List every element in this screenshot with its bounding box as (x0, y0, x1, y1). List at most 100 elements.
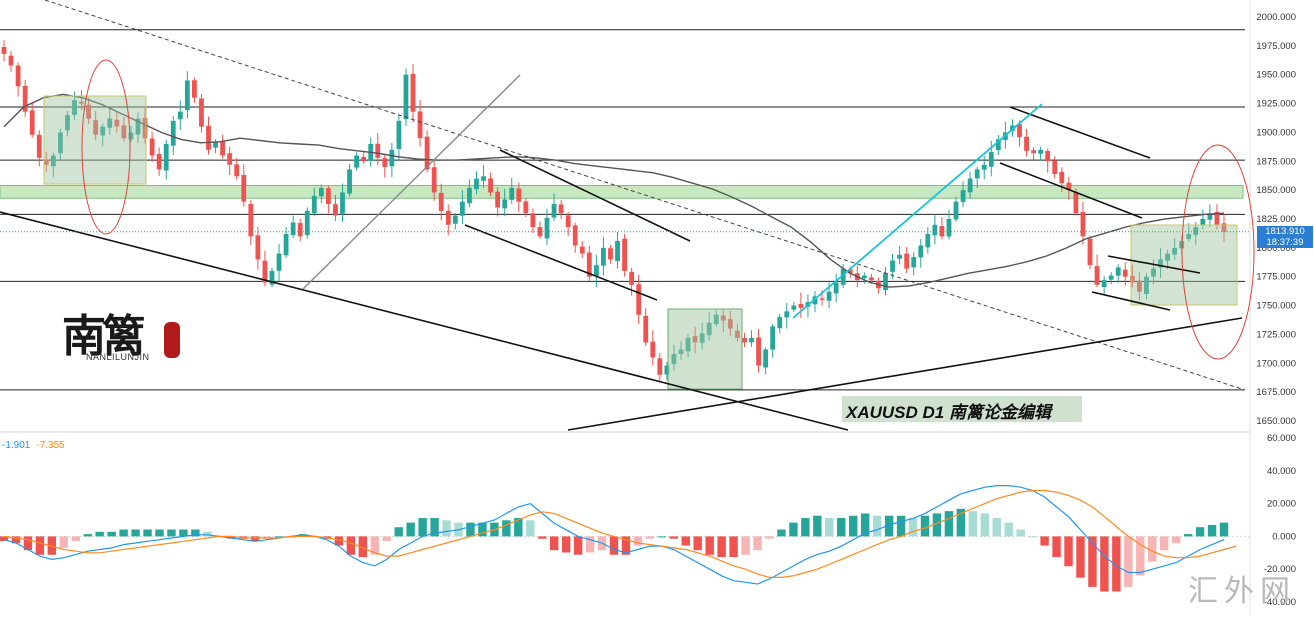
macd-histogram-bar (1016, 529, 1025, 537)
candle-body (403, 74, 409, 120)
macd-histogram-bar (1004, 522, 1013, 537)
highlight-ellipse (81, 59, 131, 235)
macd-histogram-bar (1148, 536, 1157, 562)
logo: 南篱 NANLILUNJIN (58, 300, 188, 380)
candle-body (389, 149, 395, 167)
candle-body (135, 118, 141, 135)
macd-histogram-bar (71, 536, 80, 541)
price-tick-label: 1825.000 (1256, 214, 1296, 225)
candle-body (1080, 212, 1086, 237)
candle-body (749, 337, 754, 343)
candle-body (340, 192, 345, 214)
candle-body (1045, 150, 1051, 162)
candle-body (890, 260, 895, 272)
macd-histogram-bar (442, 520, 451, 537)
candle-body (297, 223, 303, 237)
macd-histogram-bar (944, 511, 954, 537)
highlight-ellipse (1181, 144, 1255, 360)
price-tick-label: 2000.000 (1256, 12, 1296, 23)
macd-histogram-bar (35, 536, 45, 555)
macd-histogram-bar (107, 531, 116, 537)
macd-histogram-bar (119, 529, 128, 537)
channel-line (1009, 106, 1151, 159)
candle-body (1200, 219, 1206, 225)
macd-histogram-bar (47, 536, 57, 555)
candle-body (643, 315, 649, 343)
candle-body (170, 120, 176, 146)
candle-body (791, 305, 797, 310)
candle-body (812, 296, 818, 305)
macd-histogram-bar (1171, 536, 1181, 544)
candle-body (904, 253, 910, 269)
candle-body (79, 101, 84, 104)
candle-body (304, 210, 310, 235)
macd-histogram-bar (538, 536, 547, 539)
candle-body (883, 273, 888, 291)
moving-average-line (3, 93, 1225, 288)
macd-histogram-bar (1064, 536, 1073, 567)
macd-histogram-bar (155, 529, 164, 537)
candle-body (1017, 124, 1022, 138)
candle-body (960, 190, 966, 202)
macd-histogram-bar (1159, 536, 1169, 551)
candle-body (840, 268, 846, 285)
candle-body (833, 282, 839, 294)
candle-body (530, 213, 536, 228)
candle-body (107, 118, 113, 128)
macd-histogram-bar (872, 515, 882, 537)
candle-body (897, 254, 903, 259)
candle-body (481, 176, 486, 181)
candle-body (622, 238, 627, 271)
macd-histogram-bar (1028, 536, 1037, 538)
candle-body (826, 291, 832, 301)
candle-body (1010, 125, 1015, 131)
macd-histogram-bar (1112, 536, 1121, 592)
macd-histogram-bar (669, 536, 679, 539)
price-tick-label: 1750.000 (1256, 301, 1296, 312)
candle-body (579, 246, 585, 254)
candle-body (227, 153, 233, 165)
macd-histogram-bar (1207, 524, 1217, 537)
macd-histogram-bar (801, 518, 810, 537)
candle-body (382, 158, 388, 168)
macd-histogram-bar (83, 534, 92, 537)
candle-body (1122, 269, 1128, 277)
macd-histogram-bar (849, 515, 858, 537)
consolidation-box (1130, 224, 1238, 306)
macd-histogram-bar (1040, 536, 1049, 546)
macd-histogram-bar (573, 536, 583, 555)
candle-body (459, 201, 465, 216)
channel-line (464, 224, 658, 301)
candle-body (361, 156, 367, 162)
candle-body (1031, 150, 1036, 154)
macd-histogram-bar (526, 520, 535, 537)
candle-body (629, 271, 635, 285)
candle-body (163, 143, 169, 171)
macd-histogram-bar (370, 536, 379, 555)
candle-body (354, 155, 360, 168)
macd-histogram-bar (1136, 536, 1145, 576)
macd-histogram-bar (346, 536, 356, 555)
price-tick-label: 1950.000 (1256, 70, 1296, 81)
macd-histogram-bar (765, 536, 774, 539)
candle-body (939, 226, 945, 237)
logo-text: 南篱 (62, 311, 146, 362)
candle-body (206, 125, 211, 150)
candle-body (946, 219, 952, 237)
candle-body (1165, 253, 1170, 261)
macd-histogram-bar (1195, 527, 1205, 537)
candle-body (424, 136, 430, 170)
candle-body (1066, 182, 1072, 191)
candle-body (177, 111, 183, 120)
candle-body (220, 141, 226, 156)
macd-histogram-bar (753, 536, 762, 551)
macd-histogram-bar (777, 529, 786, 537)
candle-body (1087, 238, 1093, 266)
candle-body (290, 222, 296, 236)
macd-histogram-bar (860, 513, 870, 537)
macd-histogram-bar (681, 536, 690, 546)
candle-body (967, 178, 973, 193)
candle-body (100, 126, 106, 136)
last-price: 1813.910 (1265, 226, 1305, 237)
macd-histogram-bar (693, 536, 702, 551)
